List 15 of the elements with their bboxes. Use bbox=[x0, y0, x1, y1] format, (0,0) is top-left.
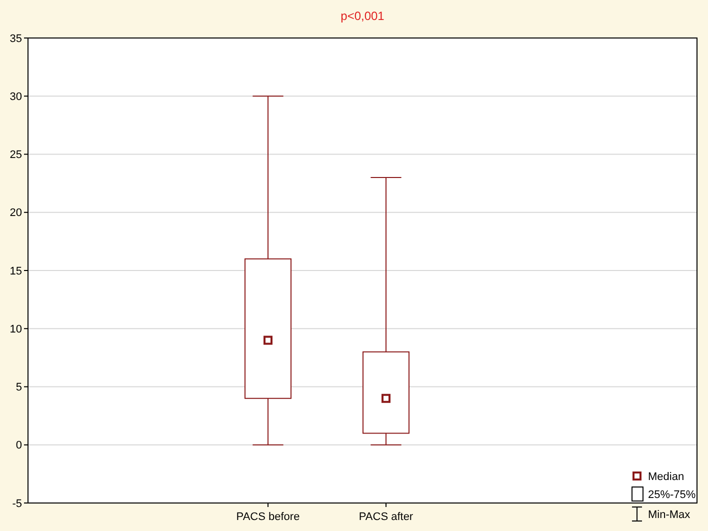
y-tick-label: 30 bbox=[10, 90, 22, 103]
chart-title: p<0,001 bbox=[340, 9, 385, 23]
y-tick-label: 5 bbox=[16, 382, 22, 394]
y-tick-label: 0 bbox=[16, 440, 22, 452]
y-tick-label: -5 bbox=[12, 498, 22, 510]
y-tick-label: 25 bbox=[10, 149, 22, 162]
annotation: Median bbox=[648, 470, 684, 483]
x-tick-label: PACS before bbox=[236, 511, 300, 523]
y-tick-label: 35 bbox=[10, 32, 22, 45]
annotation: 25%-75% bbox=[648, 488, 696, 501]
y-tick-label: 10 bbox=[10, 323, 22, 336]
y-tick-label: 20 bbox=[10, 207, 22, 220]
text: Min-Max bbox=[648, 508, 691, 521]
y-tick-label: 15 bbox=[10, 265, 22, 278]
x-tick-label: PACS after bbox=[358, 511, 414, 523]
